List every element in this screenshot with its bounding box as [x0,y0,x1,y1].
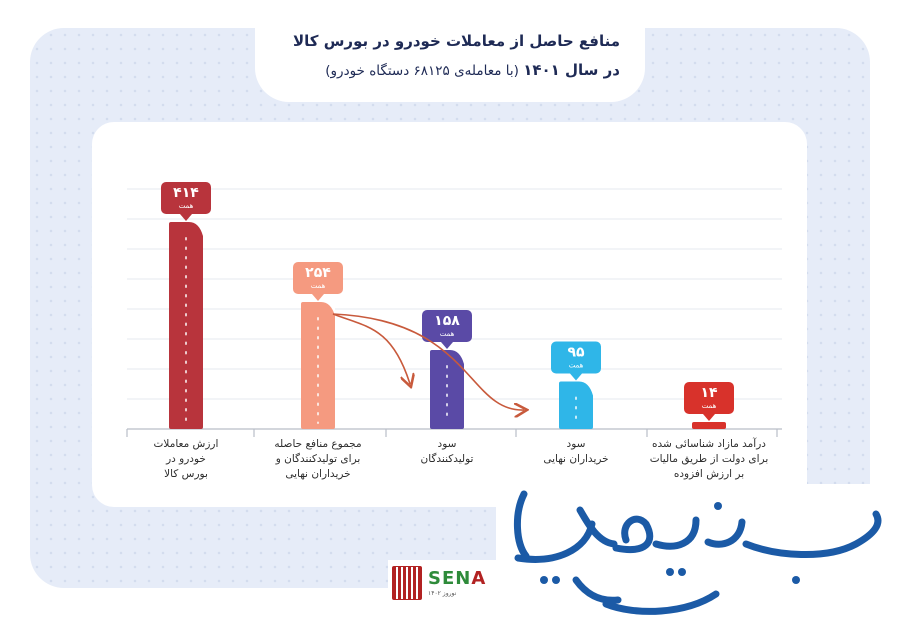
category-label: درآمد مازاد شناسائی شده برای دولت از طری… [649,438,769,480]
data-label-box [161,182,211,214]
data-label-unit: همت [179,202,194,210]
data-label: ۱۵۸ [434,313,460,329]
data-label-box [551,341,601,374]
category-label: ارزش معاملات خودرو در بورس کالا [153,438,219,480]
logo-brand-prefix: SEN [428,568,472,589]
watermark [496,484,900,634]
data-label-unit: همت [702,402,717,410]
bar-notch [321,302,335,316]
data-label: ۲۵۴ [305,265,331,281]
data-label-pointer [570,373,582,381]
data-label-pointer [180,214,192,221]
data-label-pointer [703,414,715,421]
data-label-unit: همت [569,362,584,370]
logo-brand-suffix: A [471,568,487,589]
watermark-calligraphy-icon [513,490,882,615]
data-label: ۱۴ [700,385,718,401]
category-label: سود خریداران نهایی [543,438,609,465]
bar [692,422,726,429]
logo-caption: نوروز ۱۴۰۲ [428,590,457,597]
data-label-unit: همت [440,330,455,338]
chart-subtitle-year: در سال ۱۴۰۱ [523,61,620,79]
data-label-box [293,262,343,294]
flow-arrow [332,313,524,410]
data-label-unit: همت [311,282,326,290]
data-label-pointer [441,342,453,349]
bar-notch [189,222,203,236]
data-label: ۴۱۴ [173,185,199,201]
data-label-pointer [312,294,324,301]
data-label: ۹۵ [567,345,585,361]
chart-title-box: منافع حاصل از معاملات خودرو در بورس کالا… [255,14,645,102]
logo-brand: SENA [428,568,486,589]
sena-logo: SENA نوروز ۱۴۰۲ [388,560,508,606]
logo-grid-icon [392,566,422,600]
bar-notch [579,381,593,396]
bar [559,381,593,429]
category-label: مجموع منافع حاصله برای تولیدکنندگان و خر… [274,438,362,480]
chart-subtitle-detail: (با معامله‌ی ۶۸۱۲۵ دستگاه خودرو) [325,63,519,79]
category-label: سود تولیدکنندگان [420,438,474,465]
data-label-box [684,382,734,414]
data-label-box [422,310,472,342]
chart-title: منافع حاصل از معاملات خودرو در بورس کالا [292,32,620,50]
bar-notch [450,350,464,364]
flow-arrow [332,313,410,384]
bar [430,350,464,429]
chart-subtitle: در سال ۱۴۰۱ (با معامله‌ی ۶۸۱۲۵ دستگاه خو… [325,61,620,79]
